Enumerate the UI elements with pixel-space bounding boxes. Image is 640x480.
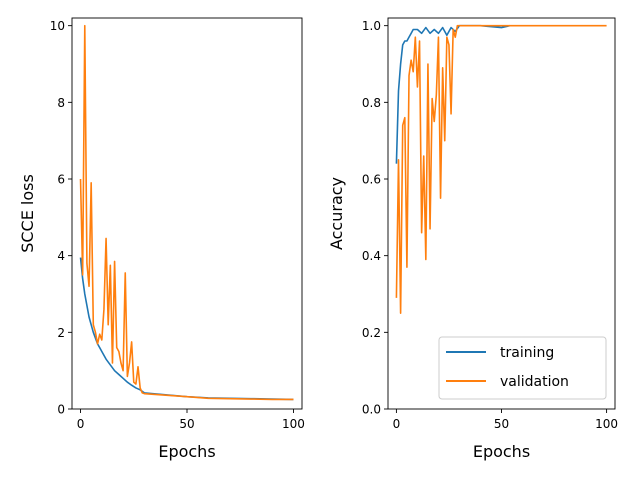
legend: training validation xyxy=(438,336,607,400)
legend-label-validation: validation xyxy=(500,374,569,390)
y-tick-label: 2 xyxy=(57,326,65,340)
y-tick-label: 0.4 xyxy=(362,249,381,263)
x-tick-label: 100 xyxy=(282,417,305,431)
y-tick-label: 4 xyxy=(57,249,65,263)
loss-chart: 0 50 100 0 2 4 6 8 10 Epochs SCCE loss xyxy=(18,17,305,461)
x-tick-label: 50 xyxy=(179,417,194,431)
y-tick-label: 0.2 xyxy=(362,326,381,340)
x-tick-label: 50 xyxy=(494,417,509,431)
y-tick-label: 0.6 xyxy=(362,173,381,187)
y-tick-label: 6 xyxy=(57,173,65,187)
accuracy-chart: 0 50 100 0.0 0.2 0.4 0.6 0.8 1.0 Epochs Accuracy tr… xyxy=(327,17,618,461)
y-tick-label: 8 xyxy=(57,96,65,110)
x-axis-label: Epochs xyxy=(158,442,215,461)
y-tick-label: 0.0 xyxy=(362,403,381,417)
y-tick-label: 1.0 xyxy=(362,19,381,33)
y-tick-label: 0 xyxy=(57,403,65,417)
x-tick-label: 0 xyxy=(393,417,401,431)
plot-frame xyxy=(71,17,303,410)
legend-label-training: training xyxy=(500,345,554,361)
y-tick-label: 0.8 xyxy=(362,96,381,110)
x-axis-label: Epochs xyxy=(473,442,530,461)
y-tick-label: 10 xyxy=(50,19,65,33)
x-tick-label: 0 xyxy=(77,417,85,431)
y-axis-label: Accuracy xyxy=(327,177,346,250)
series-line-validation xyxy=(395,24,607,314)
y-axis-label: SCCE loss xyxy=(18,174,37,253)
x-tick-label: 100 xyxy=(595,417,618,431)
series-line-validation xyxy=(79,24,294,401)
